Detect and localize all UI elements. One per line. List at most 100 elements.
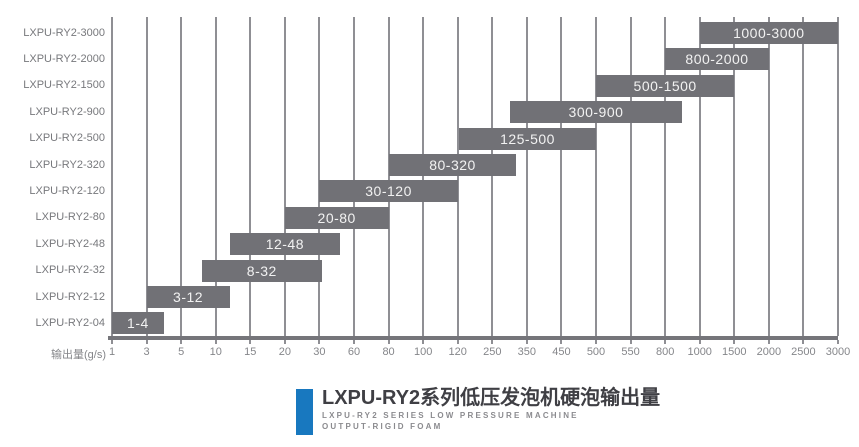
range-bar-label: 20-80: [317, 209, 356, 226]
range-bar: 300-900: [509, 101, 683, 124]
axis-tick: [283, 340, 286, 344]
range-bar: 30-120: [319, 180, 458, 203]
axis-tick: [318, 340, 321, 344]
axis-tick: [180, 340, 183, 344]
range-bar: 80-320: [388, 154, 517, 176]
x-axis-line: [108, 336, 838, 340]
x-tick-label: 250: [483, 346, 502, 358]
axis-tick: [629, 340, 632, 344]
gridline: [180, 17, 183, 336]
x-tick-label: 5: [178, 346, 185, 358]
range-bar-label: 8-32: [246, 262, 277, 279]
x-tick-label: 60: [347, 346, 361, 358]
gridline: [111, 17, 113, 336]
axis-tick: [733, 340, 736, 344]
row-label: LXPU-RY2-3000: [23, 26, 105, 39]
gridline: [422, 17, 425, 336]
range-bar: 12-48: [229, 233, 341, 256]
row-label: LXPU-RY2-04: [35, 316, 106, 329]
range-bar-label: 3-12: [173, 289, 204, 305]
x-tick-label: 30: [313, 346, 326, 358]
axis-tick: [111, 340, 113, 344]
gridline: [525, 17, 528, 336]
title-block: LXPU-RY2系列低压发泡机硬泡输出量 LXPU-RY2 SERIES LOW…: [296, 387, 661, 435]
range-bar-label: 300-900: [568, 104, 624, 121]
axis-tick: [802, 340, 805, 344]
range-bar-label: 1000-3000: [733, 25, 805, 41]
axis-tick: [422, 340, 425, 344]
x-tick-label: 120: [448, 346, 467, 358]
x-tick-label: 1000: [687, 346, 712, 358]
gridline: [456, 17, 459, 336]
axis-tick: [214, 340, 217, 344]
x-tick-label: 100: [413, 346, 433, 358]
x-tick-label: 80: [382, 346, 395, 358]
gridline: [145, 17, 148, 336]
row-label: LXPU-RY2-500: [29, 132, 105, 145]
range-bar: 800-2000: [665, 48, 769, 71]
range-bar-label: 80-320: [429, 157, 476, 173]
range-bar: 20-80: [284, 206, 389, 229]
axis-tick: [767, 340, 770, 344]
x-tick-label: 800: [655, 346, 675, 358]
gridline: [767, 17, 770, 336]
range-bar-label: 12-48: [265, 236, 304, 253]
axis-tick: [595, 340, 597, 344]
gridline: [249, 17, 252, 336]
chart-subtitle-line2: OUTPUT-RIGID FOAM: [322, 421, 443, 431]
chart-subtitle-line1: LXPU-RY2 SERIES LOW PRESSURE MACHINE: [322, 410, 579, 420]
row-label: LXPU-RY2-900: [29, 105, 105, 118]
axis-tick: [491, 340, 494, 344]
gridline: [214, 17, 217, 336]
range-bar-label: 1-4: [127, 315, 149, 332]
row-label: LXPU-RY2-48: [35, 237, 106, 250]
gridline: [698, 17, 701, 336]
axis-tick: [387, 340, 390, 344]
gridline: [664, 17, 667, 336]
chart-title: LXPU-RY2系列低压发泡机硬泡输出量: [322, 387, 661, 409]
gridline: [560, 17, 563, 336]
gridline: [733, 17, 736, 336]
row-label: LXPU-RY2-80: [35, 211, 106, 224]
row-label: LXPU-RY2-32: [35, 264, 106, 277]
axis-tick: [664, 340, 667, 344]
gridline: [318, 17, 321, 336]
axis-tick: [698, 340, 701, 344]
x-tick-label: 20: [278, 346, 291, 358]
x-tick-label: 2000: [756, 346, 782, 358]
gridline: [629, 17, 632, 336]
axis-tick: [353, 340, 355, 344]
range-bar-label: 500-1500: [633, 77, 697, 94]
gridline: [283, 17, 286, 336]
row-label: LXPU-RY2-120: [29, 184, 105, 197]
range-bar-label: 30-120: [365, 183, 412, 200]
x-tick-label: 15: [244, 346, 257, 358]
x-tick-label: 2500: [791, 346, 816, 358]
range-bar: 125-500: [459, 127, 596, 150]
x-tick-label: 10: [209, 346, 222, 358]
range-bar: 500-1500: [596, 74, 735, 97]
range-bar-label: 125-500: [500, 130, 555, 147]
x-tick-label: 3: [143, 346, 150, 358]
gridline: [837, 17, 839, 336]
gridline: [387, 17, 390, 336]
axis-tick: [456, 340, 459, 344]
gridline: [491, 17, 494, 336]
x-axis-label: 输出量(g/s): [51, 349, 106, 361]
row-label: LXPU-RY2-12: [35, 290, 106, 303]
title-text-group: LXPU-RY2系列低压发泡机硬泡输出量 LXPU-RY2 SERIES LOW…: [322, 387, 661, 435]
axis-tick: [560, 340, 563, 344]
title-accent-bar: [296, 389, 313, 435]
row-label: LXPU-RY2-320: [29, 158, 105, 171]
axis-tick: [249, 340, 252, 344]
row-label: LXPU-RY2-2000: [23, 52, 105, 65]
range-bar: 3-12: [146, 286, 230, 308]
x-tick-label: 450: [552, 346, 571, 358]
range-bar: 1000-3000: [699, 22, 838, 44]
x-tick-label: 500: [586, 346, 606, 358]
axis-tick: [525, 340, 528, 344]
x-tick-label: 1: [108, 346, 116, 358]
x-tick-label: 3000: [825, 346, 851, 358]
axis-tick: [837, 340, 839, 344]
